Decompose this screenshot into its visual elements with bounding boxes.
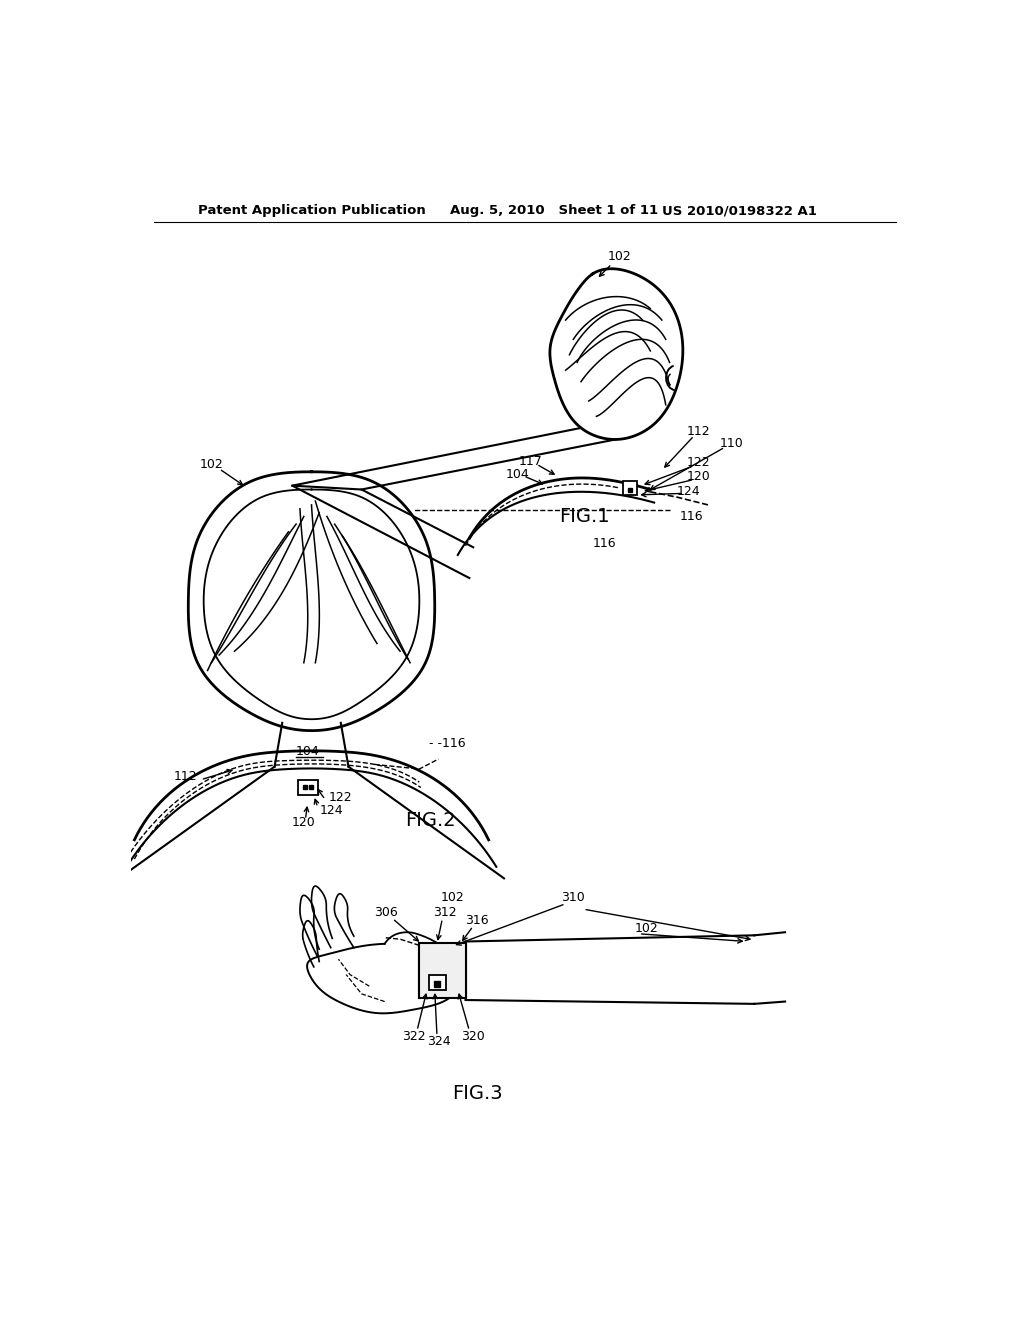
Text: FIG.1: FIG.1: [559, 507, 610, 525]
Text: FIG.2: FIG.2: [406, 810, 456, 830]
Text: 120: 120: [292, 816, 315, 829]
Text: 110: 110: [719, 437, 743, 450]
Text: 122: 122: [329, 791, 352, 804]
Text: Patent Application Publication: Patent Application Publication: [199, 205, 426, 218]
Text: US 2010/0198322 A1: US 2010/0198322 A1: [662, 205, 817, 218]
Text: 104: 104: [296, 744, 319, 758]
Text: 312: 312: [433, 907, 457, 920]
Bar: [429, 974, 446, 990]
Text: 320: 320: [462, 1030, 485, 1043]
Text: 102: 102: [200, 458, 223, 471]
Text: 117: 117: [519, 454, 543, 467]
Text: 112: 112: [174, 770, 198, 783]
Text: 102: 102: [607, 249, 632, 263]
Text: Aug. 5, 2010   Sheet 1 of 11: Aug. 5, 2010 Sheet 1 of 11: [451, 205, 658, 218]
Text: 306: 306: [375, 907, 398, 920]
Text: 112: 112: [687, 425, 711, 438]
Text: 102: 102: [635, 921, 658, 935]
Text: 122: 122: [687, 455, 711, 469]
Text: 322: 322: [402, 1030, 426, 1043]
Text: 124: 124: [319, 804, 343, 817]
Bar: [624, 480, 637, 495]
Text: 116: 116: [592, 537, 615, 550]
Bar: [298, 780, 317, 795]
Text: 102: 102: [440, 891, 464, 904]
Text: 124: 124: [677, 486, 700, 499]
Text: 324: 324: [427, 1035, 451, 1048]
Text: FIG.3: FIG.3: [452, 1085, 503, 1104]
Text: - -116: - -116: [429, 737, 465, 750]
Text: 120: 120: [687, 470, 711, 483]
Bar: [419, 942, 466, 998]
Text: 116: 116: [679, 510, 702, 523]
Text: 104: 104: [505, 467, 529, 480]
Text: 316: 316: [465, 915, 488, 927]
Text: 310: 310: [561, 891, 585, 904]
